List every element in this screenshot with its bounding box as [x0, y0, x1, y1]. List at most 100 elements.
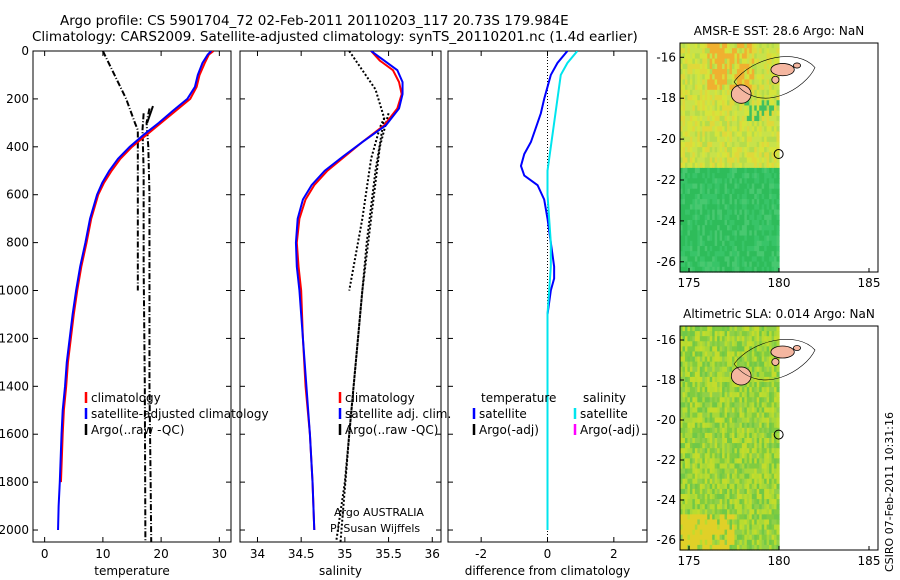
altimetric-sla-cell — [714, 544, 718, 551]
altimetric-sla-cell — [714, 407, 718, 414]
altimetric-sla-cell — [692, 356, 696, 363]
amsr-sst-cell — [714, 48, 718, 55]
altimetric-sla-cell — [712, 473, 716, 480]
altimetric-sla-cell — [727, 494, 731, 500]
altimetric-sla-cell — [766, 453, 770, 459]
altimetric-sla-cell — [736, 417, 740, 424]
amsr-sst-cell — [702, 183, 706, 190]
amsr-sst-cell — [741, 162, 745, 169]
amsr-sst-cell — [774, 105, 778, 112]
amsr-sst-cell — [754, 188, 758, 195]
altimetric-sla-cell — [741, 356, 745, 363]
altimetric-sla-cell — [687, 356, 691, 363]
amsr-sst-cell — [702, 121, 706, 127]
amsr-sst-cell — [714, 152, 718, 159]
amsr-sst-cell — [739, 48, 743, 55]
altimetric-sla-cell — [714, 453, 718, 459]
amsr-sst-cell — [731, 173, 736, 179]
amsr-sst-cell — [754, 121, 758, 127]
amsr-sst-cell — [684, 43, 689, 49]
altimetric-sla-cell — [761, 438, 765, 444]
amsr-sst-cell — [687, 43, 691, 49]
amsr-sst-cell — [689, 199, 693, 205]
amsr-sst-cell — [739, 58, 743, 65]
amsr-sst-cell — [774, 209, 778, 216]
amsr-sst-cell — [722, 199, 726, 205]
altimetric-sla-cell — [766, 514, 770, 521]
amsr-sst-cell — [719, 193, 723, 200]
altimetric-sla-cell — [756, 494, 760, 500]
altimetric-sla-cell — [741, 539, 745, 546]
amsr-sst-cell — [774, 121, 778, 127]
amsr-sst-cell — [684, 69, 689, 75]
amsr-sst-cell — [731, 183, 736, 190]
amsr-sst-cell — [682, 126, 686, 133]
altimetric-sla-cell — [749, 458, 753, 465]
amsr-sst-cell — [734, 219, 738, 226]
amsr-sst-cell — [709, 178, 713, 185]
altimetric-sla-cell — [680, 326, 684, 332]
amsr-sst-cell — [754, 178, 758, 185]
amsr-sst-cell — [739, 79, 743, 86]
altimetric-sla-cell — [776, 443, 780, 449]
amsr-sst-cell — [756, 199, 760, 205]
altimetric-sla-cell — [709, 351, 713, 358]
altimetric-sla-cell — [719, 341, 723, 347]
altimetric-sla-cell — [684, 478, 689, 485]
amsr-sst-cell — [764, 157, 768, 164]
altimetric-sla-cell — [712, 544, 716, 551]
altimetric-sla-cell — [727, 504, 731, 510]
amsr-sst-cell — [707, 89, 711, 96]
altimetric-sla-cell — [684, 504, 689, 510]
amsr-sst-cell — [702, 69, 706, 75]
amsr-sst-cell — [771, 178, 775, 185]
amsr-sst-cell — [774, 100, 778, 107]
amsr-sst-cell — [702, 48, 706, 55]
amsr-sst-cell — [707, 48, 711, 55]
amsr-sst-cell — [717, 199, 721, 205]
altimetric-sla-cell — [764, 422, 768, 429]
amsr-sst-cell — [746, 100, 750, 107]
altimetric-sla-cell — [689, 463, 693, 470]
altimetric-sla-cell — [694, 463, 698, 470]
altimetric-sla-cell — [771, 534, 775, 541]
altimetric-sla-cell — [759, 473, 763, 480]
altimetric-sla-cell — [761, 366, 765, 373]
amsr-sst-cell — [756, 261, 760, 268]
amsr-sst-cell — [746, 136, 750, 143]
altimetric-sla-cell — [769, 514, 773, 521]
amsr-sst-cell — [734, 147, 738, 153]
altimetric-sla-cell — [769, 387, 773, 393]
altimetric-sla-cell — [736, 478, 740, 485]
salinity-xtick-label: 34 — [250, 547, 265, 561]
amsr-sst-cell — [694, 89, 698, 96]
altimetric-sla-cell — [754, 519, 758, 526]
altimetric-sla-cell — [729, 509, 733, 515]
altimetric-sla-cell — [769, 529, 773, 536]
amsr-sst-cell — [734, 183, 738, 190]
amsr-sst-cell — [774, 225, 778, 231]
altimetric-sla-cell — [707, 473, 711, 480]
amsr-sst-cell — [744, 126, 748, 133]
altimetric-sla-cell — [734, 448, 738, 454]
altimetric-sla-cell — [764, 458, 768, 465]
altimetric-sla-cell — [719, 443, 723, 449]
amsr-sst-cell — [771, 58, 775, 65]
altimetric-sla-cell — [724, 514, 728, 521]
altimetric-sla-cell — [751, 387, 755, 393]
altimetric-sla-cell — [729, 443, 733, 449]
amsr-sst-cell — [727, 147, 731, 153]
amsr-sst-cell — [769, 74, 773, 81]
altimetric-sla-cell — [722, 417, 726, 424]
amsr-sst-cell — [729, 58, 733, 65]
altimetric-sla-cell — [684, 351, 689, 358]
amsr-sst-cell — [684, 136, 689, 143]
altimetric-sla-cell — [754, 524, 758, 531]
altimetric-sla-cell — [697, 468, 701, 475]
altimetric-sla-cell — [692, 478, 696, 485]
altimetric-sla-cell — [751, 534, 755, 541]
amsr-sst-cell — [756, 141, 760, 148]
altimetric-sla-cell — [764, 346, 768, 353]
altimetric-sla-cell — [694, 458, 698, 465]
altimetric-sla-cell — [687, 361, 691, 368]
